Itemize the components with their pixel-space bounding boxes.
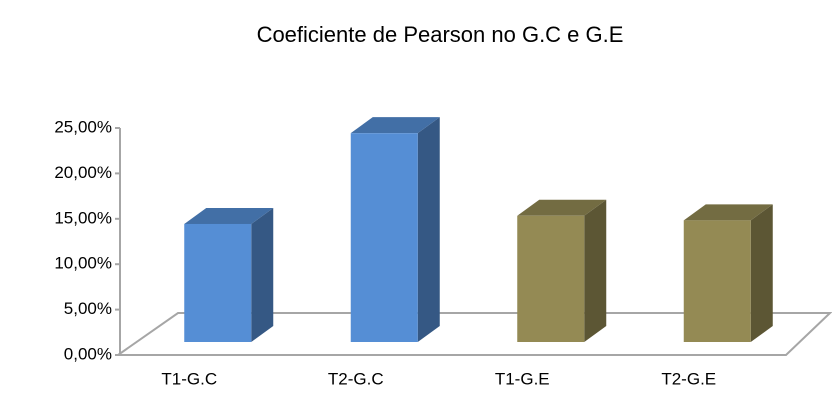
bar-side	[251, 207, 274, 342]
bar	[683, 220, 751, 342]
y-tick-label: 10,00%	[54, 254, 112, 273]
bar-top	[517, 199, 607, 216]
x-tick-label: T1-G.C	[161, 369, 217, 388]
bar	[184, 223, 252, 342]
bar-top	[350, 117, 440, 134]
x-tick-label: T1-G.E	[495, 369, 550, 388]
y-tick-label: 15,00%	[54, 208, 112, 227]
bar	[517, 215, 585, 342]
bar-side	[750, 204, 773, 342]
bar	[350, 133, 418, 342]
x-tick-label: T2-G.C	[328, 369, 384, 388]
y-tick-label: 5,00%	[64, 299, 112, 318]
chart-title: Coeficiente de Pearson no G.C e G.E	[257, 22, 624, 47]
y-tick-label: 20,00%	[54, 163, 112, 182]
bar-top	[683, 204, 773, 221]
bar-side	[584, 199, 607, 342]
y-tick-label: 25,00%	[54, 117, 112, 136]
bar-side	[417, 117, 440, 342]
bar-top	[184, 207, 274, 224]
y-tick-label: 0,00%	[64, 344, 112, 363]
x-tick-label: T2-G.E	[661, 369, 716, 388]
floor	[114, 312, 832, 356]
